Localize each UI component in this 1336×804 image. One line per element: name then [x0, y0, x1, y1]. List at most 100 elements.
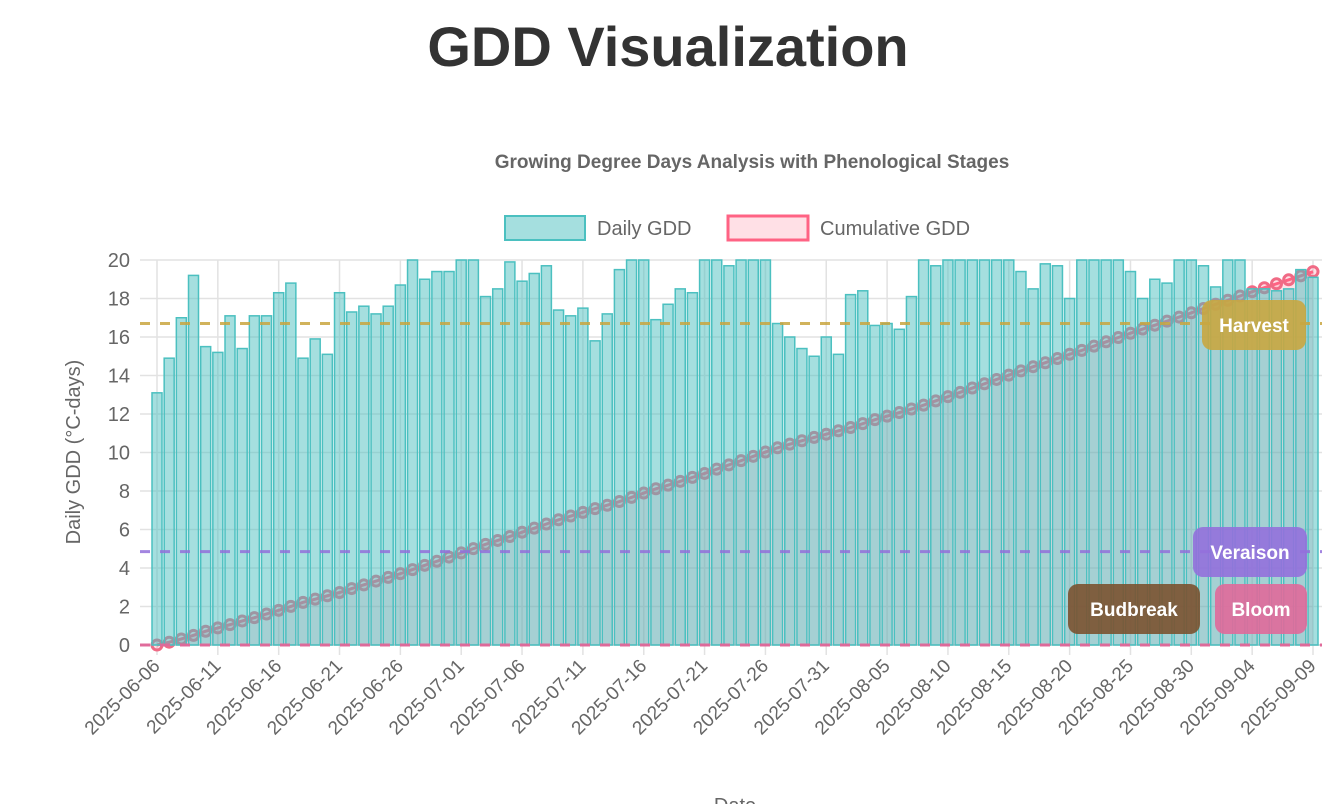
y-tick-label: 16 — [108, 327, 130, 349]
daily-gdd-bar — [516, 280, 528, 646]
daily-gdd-bar — [236, 347, 248, 646]
stage-label-box-harvest — [1202, 300, 1306, 350]
daily-gdd-bar — [905, 295, 918, 646]
daily-gdd-bar — [1173, 259, 1185, 646]
daily-gdd-bar — [248, 315, 261, 646]
y-tick-label: 4 — [119, 558, 130, 580]
legend[interactable]: Daily GDD Cumulative GDD — [504, 214, 970, 242]
daily-gdd-bar — [479, 295, 492, 646]
daily-gdd-bar — [431, 270, 443, 646]
daily-gdd-bar — [966, 259, 979, 646]
daily-gdd-bar — [832, 353, 845, 646]
daily-gdd-bar — [978, 259, 991, 646]
daily-gdd-bar — [1149, 278, 1161, 646]
daily-gdd-bar — [589, 340, 601, 646]
daily-gdd-bar — [504, 261, 516, 646]
legend-swatch-daily[interactable] — [504, 215, 586, 241]
y-tick-label: 0 — [119, 635, 130, 657]
daily-gdd-bar — [881, 322, 893, 646]
stage-label-veraison: Veraison — [1210, 543, 1289, 564]
daily-gdd-bar — [358, 305, 370, 646]
daily-gdd-bar — [613, 268, 626, 646]
daily-gdd-bar — [674, 288, 686, 646]
daily-gdd-bar — [735, 259, 747, 646]
stage-label-bloom: Bloom — [1231, 600, 1290, 621]
daily-gdd-bar — [1246, 288, 1258, 646]
cumulative-point — [1306, 265, 1320, 279]
daily-gdd-bar — [893, 328, 906, 646]
daily-gdd-bar — [1015, 270, 1027, 646]
daily-gdd-bar — [1124, 270, 1137, 646]
legend-label-daily[interactable]: Daily GDD — [597, 218, 691, 240]
daily-gdd-bar — [333, 291, 346, 646]
daily-gdd-bar — [844, 293, 857, 646]
daily-gdd-bar — [930, 265, 942, 646]
daily-gdd-bar — [309, 338, 321, 646]
y-tick-label: 12 — [108, 404, 130, 426]
daily-gdd-bar — [747, 259, 760, 646]
cumulative-point — [1269, 277, 1283, 291]
y-tick-label: 6 — [119, 520, 130, 542]
daily-gdd-bar — [224, 315, 236, 646]
daily-gdd-bar — [625, 259, 638, 646]
y-tick-label: 2 — [119, 597, 130, 619]
daily-gdd-bar — [1003, 259, 1015, 646]
daily-gdd-bar — [650, 318, 662, 646]
stage-lines: Harvest Veraison Budbreak Bloom — [140, 300, 1322, 647]
daily-gdd-bar — [857, 290, 869, 646]
daily-gdd-bar — [455, 259, 467, 646]
page-title: GDD Visualization — [427, 15, 909, 78]
daily-gdd-bar — [552, 309, 565, 646]
stage-label-box-budbreak — [1068, 584, 1200, 634]
daily-gdd-bar — [637, 259, 650, 646]
daily-gdd-bar — [491, 288, 504, 646]
daily-gdd-bar — [1088, 259, 1100, 646]
daily-gdd-bar — [1185, 259, 1198, 646]
daily-gdd-bar — [784, 336, 796, 646]
daily-gdd-bar — [698, 259, 711, 646]
daily-gdd-bar — [1270, 290, 1283, 646]
daily-gdd-bar — [808, 355, 820, 646]
y-tick-label: 10 — [108, 443, 130, 465]
daily-gdd-bar — [394, 284, 407, 646]
stage-label-harvest: Harvest — [1219, 316, 1289, 337]
daily-gdd-bar — [917, 259, 930, 646]
daily-gdd-bar — [662, 303, 674, 646]
daily-gdd-bar — [564, 315, 577, 646]
daily-gdd-bar — [467, 259, 480, 646]
daily-gdd-bar — [577, 307, 589, 646]
y-tick-label: 18 — [108, 289, 130, 311]
daily-gdd-bar — [1039, 263, 1052, 646]
daily-gdd-bar — [869, 324, 881, 646]
daily-gdd-bar — [759, 259, 772, 646]
daily-gdd-bar — [382, 305, 394, 646]
daily-gdd-bar — [710, 259, 723, 646]
daily-gdd-bar — [601, 313, 613, 646]
stage-label-budbreak: Budbreak — [1090, 600, 1178, 621]
daily-gdd-bar — [187, 274, 200, 646]
daily-gdd-bar — [297, 357, 309, 646]
stage-label-box-veraison — [1193, 527, 1307, 577]
y-axis: 0 2 4 6 8 10 12 14 16 18 20 — [108, 250, 130, 657]
daily-gdd-bar — [418, 278, 431, 646]
daily-gdd-bar — [443, 270, 455, 646]
daily-gdd-bar — [796, 347, 808, 646]
daily-gdd-bar — [686, 291, 699, 646]
daily-gdd-bar — [771, 322, 784, 646]
daily-gdd-bar — [370, 313, 382, 646]
daily-gdd-bar — [151, 392, 163, 646]
daily-gdd-bar — [1051, 265, 1064, 646]
cumulative-point — [1282, 273, 1296, 287]
legend-swatch-cumulative[interactable] — [726, 214, 810, 242]
legend-label-cumulative[interactable]: Cumulative GDD — [820, 218, 970, 240]
daily-gdd-bar — [1234, 259, 1246, 646]
y-tick-label: 14 — [108, 366, 130, 388]
daily-gdd-bar — [199, 345, 212, 646]
daily-gdd-bar — [942, 259, 954, 646]
y-tick-label: 20 — [108, 250, 130, 272]
bars — [151, 259, 1319, 646]
daily-gdd-bar — [272, 291, 285, 646]
y-axis-title: Daily GDD (°C-days) — [63, 360, 85, 545]
daily-gdd-bar — [345, 311, 358, 646]
